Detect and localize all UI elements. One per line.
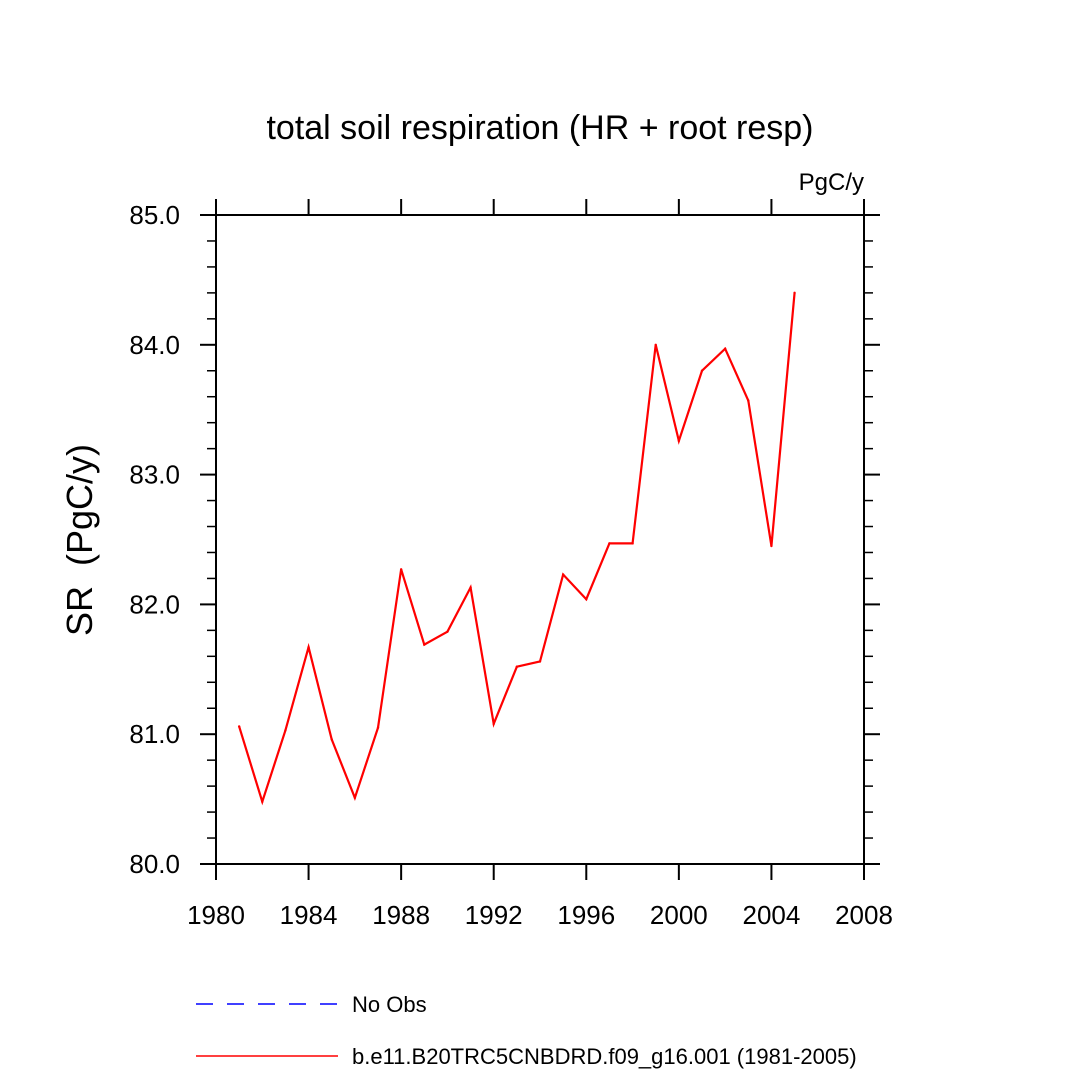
- x-tick-label: 2004: [743, 900, 801, 930]
- data-point: [723, 347, 727, 350]
- plot-frame: [215, 214, 865, 865]
- x-tick-label: 1992: [465, 900, 523, 930]
- data-point: [793, 291, 796, 295]
- x-tick-label: 2000: [650, 900, 708, 930]
- data-point: [700, 369, 704, 372]
- legend: No Obs b.e11.B20TRC5CNBDRD.f09_g16.001 (1…: [196, 992, 857, 1069]
- series-line: [238, 292, 796, 806]
- x-tick-label: 1980: [187, 900, 245, 930]
- chart-title: total soil respiration (HR + root resp): [266, 109, 813, 147]
- y-tick-label: 84.0: [129, 330, 180, 360]
- data-point: [492, 722, 495, 726]
- x-tick-label: 2008: [835, 900, 893, 930]
- data-point: [469, 586, 472, 589]
- data-point: [515, 665, 519, 668]
- data-point: [561, 573, 565, 576]
- data-point: [399, 568, 403, 571]
- data-point: [330, 738, 333, 741]
- x-tick-label: 1984: [280, 900, 338, 930]
- y-tick-label: 85.0: [129, 200, 180, 230]
- x-tick-label: 1996: [557, 900, 615, 930]
- data-point: [261, 800, 264, 803]
- data-point: [307, 646, 310, 649]
- y-tick-label: 82.0: [129, 589, 180, 619]
- y-axis-label: SR (PgC/y): [59, 444, 100, 636]
- data-point: [538, 660, 542, 663]
- data-point: [376, 726, 380, 729]
- data-point: [284, 729, 287, 732]
- y-tick-label: 81.0: [129, 719, 180, 749]
- data-point: [677, 439, 681, 443]
- legend-label: No Obs: [352, 992, 427, 1017]
- axes: 1980 1984 1988 1992 1996 2000 2004 2008 80.0 81.0…: [129, 199, 893, 930]
- data-point: [353, 796, 357, 800]
- data-point: [423, 643, 426, 646]
- data-point: [608, 542, 611, 545]
- data-point: [747, 399, 750, 402]
- data-point: [631, 542, 634, 545]
- data-point: [654, 343, 657, 346]
- x-tick-label: 1988: [372, 900, 430, 930]
- y-tick-label: 80.0: [129, 849, 180, 879]
- data-point: [237, 725, 241, 728]
- data-point: [446, 630, 449, 633]
- legend-label: b.e11.B20TRC5CNBDRD.f09_g16.001 (1981-20…: [352, 1044, 857, 1069]
- y-tick-label: 83.0: [129, 460, 180, 490]
- data-point: [770, 544, 773, 548]
- series: [237, 291, 796, 806]
- data-point: [585, 598, 588, 601]
- units-label: PgC/y: [799, 169, 864, 196]
